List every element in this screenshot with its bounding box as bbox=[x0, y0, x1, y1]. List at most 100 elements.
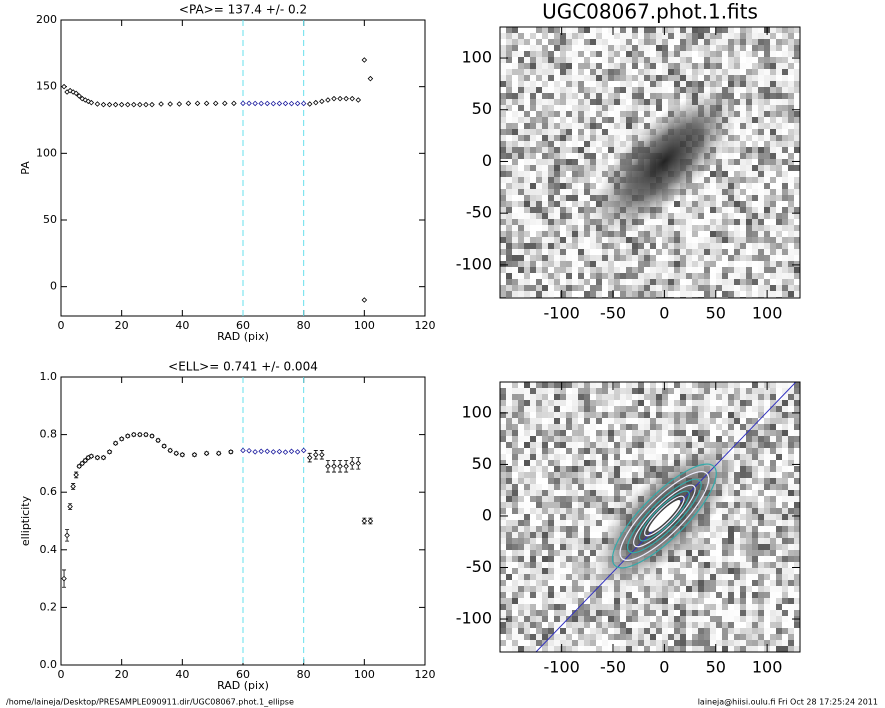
image-pixel bbox=[500, 135, 506, 141]
image-pixel bbox=[710, 231, 716, 237]
contour bbox=[619, 471, 710, 561]
image-pixel bbox=[572, 592, 578, 598]
image-pixel bbox=[662, 598, 668, 604]
image-pixel bbox=[746, 442, 752, 448]
image-pixel bbox=[728, 604, 734, 610]
image-pixel bbox=[770, 27, 776, 33]
image-pixel bbox=[542, 478, 548, 484]
image-pixel bbox=[572, 123, 578, 129]
image-pixel bbox=[584, 406, 590, 412]
image-pixel bbox=[740, 526, 746, 532]
image-pixel bbox=[782, 45, 788, 51]
image-pixel bbox=[578, 57, 584, 63]
image-pixel bbox=[686, 261, 692, 267]
image-pixel bbox=[530, 568, 536, 574]
image-pixel bbox=[734, 490, 740, 496]
image-pixel bbox=[560, 598, 566, 604]
image-pixel bbox=[656, 237, 662, 243]
image-pixel bbox=[554, 532, 560, 538]
image-pixel bbox=[554, 51, 560, 57]
image-pixel bbox=[704, 634, 710, 640]
image-pixel bbox=[512, 526, 518, 532]
image-pixel bbox=[608, 45, 614, 51]
data-point bbox=[252, 449, 258, 455]
image-pixel bbox=[554, 243, 560, 249]
image-pixel bbox=[656, 45, 662, 51]
image-pixel bbox=[770, 45, 776, 51]
image-pixel bbox=[668, 57, 674, 63]
image-pixel bbox=[578, 538, 584, 544]
image-pixel bbox=[668, 604, 674, 610]
image-pixel bbox=[536, 610, 542, 616]
image-pixel bbox=[644, 57, 650, 63]
image-pixel bbox=[638, 255, 644, 261]
image-pixel bbox=[512, 51, 518, 57]
image-pixel bbox=[596, 255, 602, 261]
image-pixel bbox=[710, 33, 716, 39]
image-pixel bbox=[752, 538, 758, 544]
image-pixel bbox=[674, 99, 680, 105]
image-pixel bbox=[758, 189, 764, 195]
image-pixel bbox=[584, 568, 590, 574]
image-pixel bbox=[644, 394, 650, 400]
image-pixel bbox=[650, 279, 656, 285]
image-pixel bbox=[590, 526, 596, 532]
image-pixel bbox=[542, 237, 548, 243]
image-pixel bbox=[710, 171, 716, 177]
image-pixel bbox=[788, 478, 794, 484]
image-pixel bbox=[776, 388, 782, 394]
image-pixel bbox=[716, 27, 722, 33]
image-pixel bbox=[722, 243, 728, 249]
image-pixel bbox=[620, 285, 626, 291]
image-pixel bbox=[530, 454, 536, 460]
image-pixel bbox=[548, 195, 554, 201]
image-pixel bbox=[530, 195, 536, 201]
image-pixel bbox=[644, 273, 650, 279]
image-pixel bbox=[584, 285, 590, 291]
image-pixel bbox=[584, 424, 590, 430]
x-tick-label: 120 bbox=[415, 319, 436, 332]
image-pixel bbox=[722, 616, 728, 622]
image-pixel bbox=[752, 117, 758, 123]
image-pixel bbox=[554, 261, 560, 267]
image-pixel bbox=[548, 189, 554, 195]
image-pixel bbox=[692, 580, 698, 586]
image-pixel bbox=[608, 616, 614, 622]
image-pixel bbox=[686, 646, 692, 652]
image-pixel bbox=[524, 279, 530, 285]
image-pixel bbox=[554, 502, 560, 508]
image-pixel bbox=[500, 472, 506, 478]
image-pixel bbox=[548, 406, 554, 412]
image-pixel bbox=[548, 460, 554, 466]
image-pixel bbox=[626, 237, 632, 243]
image-pixel bbox=[536, 249, 542, 255]
image-pixel bbox=[788, 508, 794, 514]
image-pixel bbox=[608, 598, 614, 604]
image-pixel bbox=[620, 111, 626, 117]
image-pixel bbox=[506, 508, 512, 514]
image-pixel bbox=[596, 586, 602, 592]
image-pixel bbox=[662, 448, 668, 454]
image-pixel bbox=[704, 39, 710, 45]
image-pixel bbox=[722, 201, 728, 207]
image-pixel bbox=[554, 69, 560, 75]
image-pixel bbox=[764, 532, 770, 538]
image-pixel bbox=[668, 51, 674, 57]
image-pixel bbox=[632, 412, 638, 418]
image-pixel bbox=[500, 81, 506, 87]
image-pixel bbox=[542, 261, 548, 267]
data-point bbox=[100, 454, 107, 461]
image-pixel bbox=[686, 195, 692, 201]
image-pixel bbox=[626, 406, 632, 412]
image-pixel bbox=[626, 472, 632, 478]
image-pixel bbox=[566, 490, 572, 496]
image-pixel bbox=[512, 574, 518, 580]
image-pixel bbox=[590, 448, 596, 454]
image-pixel bbox=[500, 574, 506, 580]
image-pixel bbox=[716, 610, 722, 616]
image-pixel bbox=[752, 514, 758, 520]
image-pixel bbox=[566, 279, 572, 285]
image-pixel bbox=[674, 225, 680, 231]
image-pixel bbox=[548, 159, 554, 165]
image-pixel bbox=[638, 273, 644, 279]
